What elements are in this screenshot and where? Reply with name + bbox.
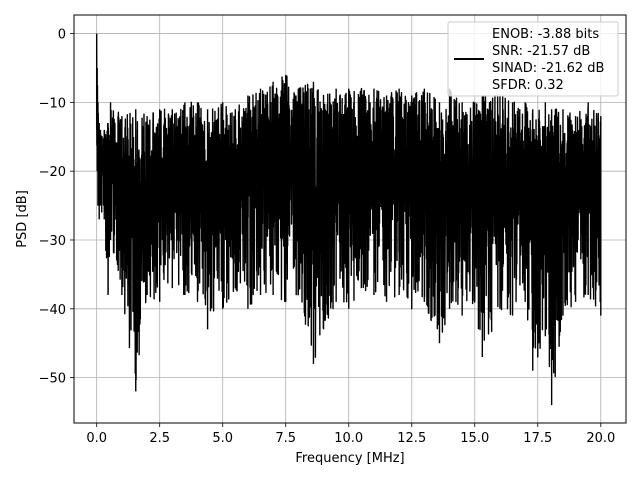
x-tick-label: 20.0 xyxy=(586,431,615,446)
series-layer xyxy=(95,33,602,406)
legend-entry-sinad: SINAD: -21.62 dB xyxy=(492,61,604,76)
y-tick-label: −30 xyxy=(39,234,66,249)
legend-entry-enob: ENOB: -3.88 bits xyxy=(492,27,599,42)
x-axis-label: Frequency [MHz] xyxy=(295,451,404,466)
legend-entry-snr: SNR: -21.57 dB xyxy=(492,44,590,59)
psd-series-line xyxy=(95,33,602,406)
y-tick-label: −20 xyxy=(39,165,66,180)
x-tick-label: 2.5 xyxy=(149,431,170,446)
y-tick-label: 0 xyxy=(58,28,66,43)
x-tick-label: 10.0 xyxy=(334,431,363,446)
plot-frame xyxy=(73,14,627,424)
x-tick-label: 0.0 xyxy=(86,431,107,446)
legend-entry-sfdr: SFDR: 0.32 xyxy=(492,78,564,93)
x-tick-label: 17.5 xyxy=(523,431,552,446)
axis-ticks: 0.0 2.5 5.0 7.5 10.0 12.5 15.0 17.5 20.0 0 −10 −20 −… xyxy=(39,28,616,446)
legend-box xyxy=(447,21,619,97)
x-tick-label: 7.5 xyxy=(275,431,296,446)
x-tick-label: 12.5 xyxy=(397,431,426,446)
x-tick-label: 5.0 xyxy=(212,431,233,446)
y-tick-label: −10 xyxy=(39,96,66,111)
legend: ENOB: -3.88 bits SNR: -21.57 dB SINAD: -… xyxy=(447,21,619,97)
x-tick-label: 15.0 xyxy=(460,431,489,446)
y-tick-label: −50 xyxy=(39,372,66,387)
y-axis-label: PSD [dB] xyxy=(15,190,30,248)
y-tick-label: −40 xyxy=(39,303,66,318)
